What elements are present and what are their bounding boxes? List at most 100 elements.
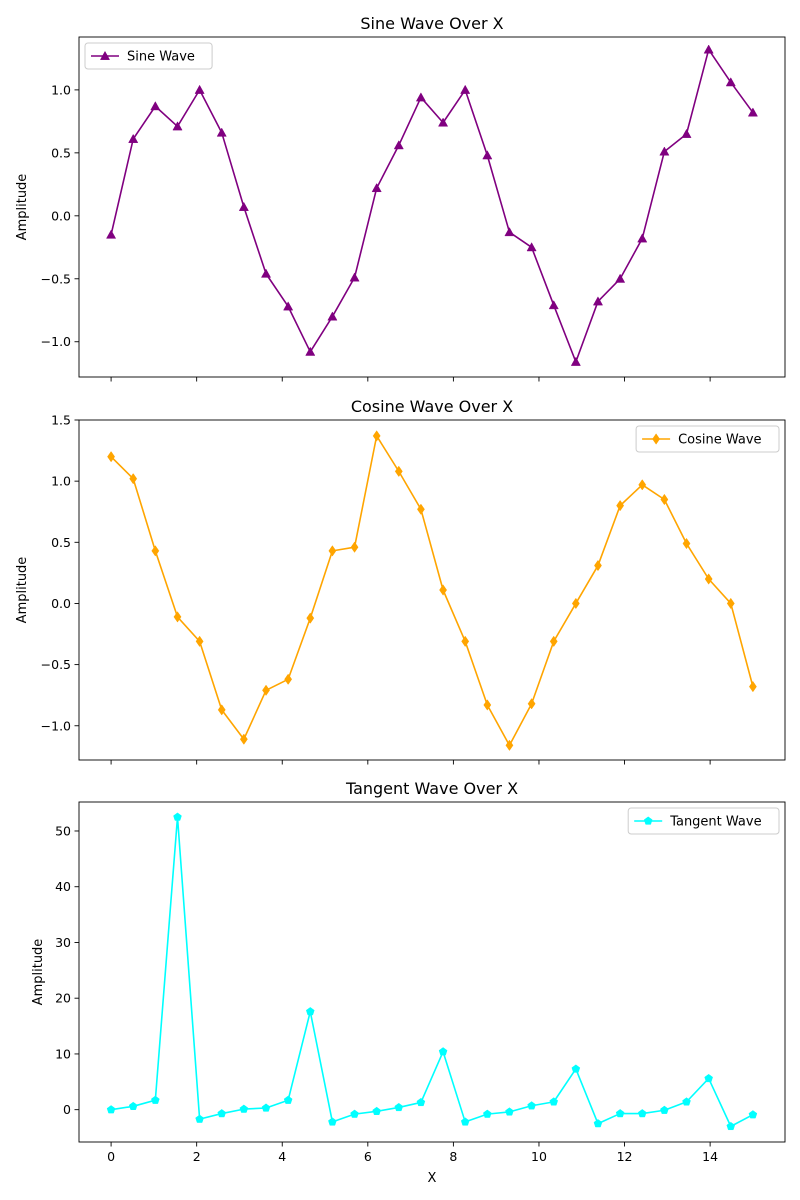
data-point — [461, 635, 470, 648]
data-point — [548, 300, 559, 310]
x-tick-label: 6 — [364, 1149, 372, 1164]
x-tick-label: 8 — [449, 1149, 457, 1164]
legend-box — [84, 42, 213, 70]
subplot-1: Sine Wave Over X −1.0 −0.5 0.0 0.5 1.0 Amplitu… — [15, 14, 786, 382]
data-point — [571, 597, 580, 610]
subplot-title: Tangent Wave Over X — [345, 779, 518, 798]
x-tick-label: 2 — [193, 1149, 201, 1164]
data-point — [549, 635, 558, 648]
data-point — [505, 739, 514, 751]
y-axis-label: Amplitude — [15, 557, 30, 624]
x-tick-label: 0 — [107, 1149, 115, 1164]
x-axis-label: X — [428, 1171, 437, 1186]
data-point — [151, 545, 160, 557]
data-point — [128, 1101, 138, 1110]
data-point — [637, 1109, 647, 1118]
y-tick-label: 0.0 — [51, 208, 71, 223]
subplot-2: Cosine Wave Over X −1.0 −0.5 0.0 0.5 1.0 1.5 Am… — [15, 397, 786, 765]
y-tick-label: 50 — [55, 823, 71, 838]
data-point — [106, 229, 117, 239]
data-point — [482, 150, 493, 160]
axes-frame — [78, 36, 786, 378]
data-point — [749, 680, 757, 693]
data-point — [615, 273, 626, 283]
data-point — [372, 1106, 381, 1115]
data-point — [372, 430, 381, 442]
data-point — [195, 635, 204, 648]
y-axis-label: Amplitude — [31, 939, 46, 1006]
data-point — [415, 92, 426, 102]
data-point — [129, 473, 138, 485]
data-point — [107, 451, 115, 463]
data-point — [239, 1104, 249, 1113]
data-point — [151, 1095, 160, 1104]
series-line — [110, 816, 754, 1128]
data-point — [726, 597, 735, 610]
data-point — [615, 1109, 625, 1118]
data-point — [393, 140, 404, 150]
legend: Cosine Wave — [635, 425, 780, 453]
data-point — [106, 1105, 116, 1114]
subplot-3: Tangent Wave Over X 0 10 20 30 40 50 0 2 4 6 8 10 12 1… — [31, 779, 786, 1186]
data-point — [261, 268, 272, 278]
legend-label: Cosine Wave — [678, 433, 761, 448]
data-point — [725, 77, 736, 87]
x-tick-label: 12 — [617, 1149, 633, 1164]
data-point — [371, 182, 382, 193]
data-point — [195, 1114, 204, 1123]
data-point — [217, 1109, 227, 1118]
data-point — [305, 346, 316, 356]
data-point — [726, 1121, 736, 1131]
data-point — [439, 584, 447, 596]
data-point — [527, 698, 536, 710]
data-point — [438, 1047, 448, 1056]
x-tick-label: 10 — [531, 1149, 547, 1164]
y-axis-label: Amplitude — [15, 174, 30, 241]
data-point — [571, 1064, 581, 1073]
data-point — [239, 733, 248, 745]
data-point — [262, 684, 270, 696]
data-point — [659, 146, 670, 156]
y-tick-label: 1.5 — [51, 413, 71, 428]
y-tick-label: 1.0 — [51, 474, 71, 489]
data-point — [527, 1101, 536, 1110]
data-point — [350, 541, 359, 553]
x-tick-label: 4 — [278, 1149, 286, 1164]
data-point — [394, 465, 403, 478]
data-point — [682, 1097, 691, 1106]
data-point — [261, 1103, 271, 1112]
data-point — [173, 611, 182, 623]
legend: Sine Wave — [84, 42, 213, 70]
series-line — [110, 435, 754, 747]
data-point — [483, 1109, 492, 1118]
data-point — [238, 201, 249, 211]
legend-label: Tangent Wave — [669, 815, 761, 830]
data-point — [283, 1095, 293, 1104]
data-point — [616, 499, 625, 512]
y-tick-label: −1.0 — [41, 718, 71, 733]
data-point — [350, 1109, 359, 1118]
legend-box — [635, 425, 780, 453]
y-tick-label: 0.5 — [51, 535, 71, 550]
data-point — [526, 242, 537, 252]
data-point — [327, 311, 338, 321]
data-point — [747, 107, 758, 117]
data-point — [748, 1110, 758, 1119]
axes-frame — [78, 419, 786, 761]
y-tick-label: −1.0 — [41, 334, 71, 349]
data-point — [173, 812, 182, 821]
legend-label: Sine Wave — [127, 50, 195, 65]
data-point — [128, 133, 139, 143]
subplot-title: Cosine Wave Over X — [351, 397, 513, 416]
y-tick-label: −0.5 — [41, 271, 71, 286]
data-point — [194, 84, 205, 94]
y-tick-label: 30 — [55, 935, 71, 950]
legend-marker — [652, 433, 661, 445]
data-point — [305, 1007, 315, 1016]
data-point — [682, 537, 691, 550]
y-tick-label: 20 — [55, 991, 71, 1006]
y-tick-label: −0.5 — [41, 657, 71, 672]
data-point — [284, 673, 293, 685]
y-tick-label: 0.0 — [51, 596, 71, 611]
axes-frame — [78, 801, 786, 1143]
